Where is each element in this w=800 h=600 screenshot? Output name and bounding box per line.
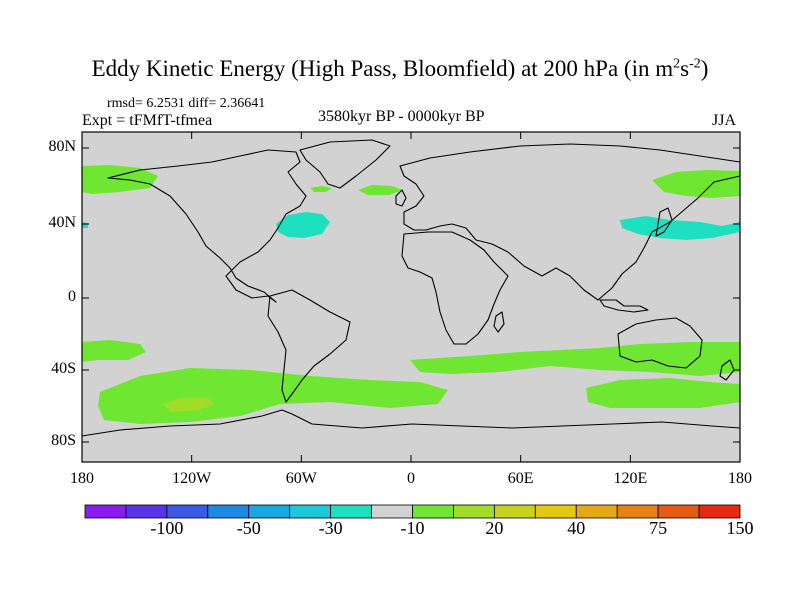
title-end: )	[700, 56, 709, 81]
coast-madagascar	[493, 311, 505, 333]
colorbar-swatch	[412, 504, 454, 519]
coast-north-america	[107, 149, 307, 303]
colorbar-label: 75	[649, 518, 668, 538]
anomaly-north-pacific-west	[652, 170, 740, 198]
colorbar-swatch	[207, 504, 250, 519]
lon-label: 0	[407, 470, 415, 487]
colorbar-label: -10	[400, 518, 425, 538]
anomaly-japan	[620, 216, 740, 240]
colorbar-swatch	[248, 504, 291, 519]
lon-label: 120W	[172, 470, 212, 487]
season-label: JJA	[712, 112, 737, 129]
lat-label: 40N	[48, 214, 76, 231]
anomaly-southern-ocean-east	[410, 342, 740, 376]
coast-new-zealand	[719, 359, 735, 381]
period-label: 3580kyr BP - 0000kyr BP	[318, 108, 485, 125]
experiment-label: Expt = tFMfT-tfmea	[82, 112, 213, 129]
colorbar-swatch	[289, 504, 332, 519]
anomaly-north-atlantic	[358, 185, 402, 195]
lat-label: 0	[68, 288, 76, 305]
title-mid: s	[680, 56, 690, 81]
colorbar-swatch	[84, 504, 127, 519]
coast-japan	[655, 207, 673, 237]
lon-label: 60W	[285, 470, 317, 487]
colorbar-swatch	[330, 504, 372, 519]
coast-africa	[401, 231, 509, 345]
lon-label: 180	[70, 470, 94, 487]
colorbar-swatch	[575, 504, 618, 519]
colorbar-swatch	[166, 504, 209, 519]
axis-ticks	[81, 132, 741, 462]
colorbar-label: -50	[236, 518, 261, 538]
anomaly-regions	[82, 165, 740, 424]
colorbar-label: -30	[318, 518, 343, 538]
coast-eurasia	[399, 143, 741, 301]
colorbar-label: -100	[150, 518, 184, 538]
lon-label: 60E	[507, 470, 534, 487]
colorbar-swatch	[616, 504, 659, 519]
colorbar-label: 150	[726, 518, 754, 538]
stats-label: rmsd= 6.2531 diff= 2.36641	[107, 96, 266, 111]
colorbar-swatch	[534, 504, 577, 519]
title-sup2: -2	[689, 56, 701, 72]
anomaly-us-east-coast	[276, 212, 330, 238]
lat-label: 80N	[48, 138, 76, 155]
colorbar-swatch	[453, 504, 495, 519]
colorbar	[84, 504, 741, 519]
title-main: Eddy Kinetic Energy (High Pass, Bloomfie…	[91, 56, 674, 81]
coast-australia	[617, 317, 703, 369]
colorbar-swatch	[371, 504, 413, 519]
colorbar-swatch	[657, 504, 700, 519]
coastlines	[81, 139, 741, 437]
colorbar-swatch	[125, 504, 168, 519]
colorbar-swatch	[698, 504, 741, 519]
anomaly-south-pacific-east	[82, 340, 146, 362]
title-sup1: 2	[673, 56, 681, 72]
anomaly-labrador	[310, 186, 332, 192]
map-plot	[81, 131, 741, 463]
lon-label: 120E	[613, 470, 648, 487]
anomaly-west-edge	[82, 222, 88, 228]
lat-label: 80S	[51, 432, 76, 449]
coast-south-america	[267, 289, 351, 403]
anomaly-south-indian	[586, 378, 740, 408]
anomaly-south-pacific-core	[162, 398, 214, 412]
colorbar-label: 20	[485, 518, 504, 538]
lon-label: 180	[728, 470, 752, 487]
coast-antarctica	[81, 409, 741, 437]
coast-indonesia	[599, 299, 649, 313]
coast-greenland	[299, 139, 391, 189]
colorbar-swatch	[493, 504, 536, 519]
plot-title: Eddy Kinetic Energy (High Pass, Bloomfie…	[0, 56, 800, 82]
colorbar-label: 40	[567, 518, 586, 538]
coast-uk	[395, 189, 407, 207]
lat-label: 40S	[51, 360, 76, 377]
